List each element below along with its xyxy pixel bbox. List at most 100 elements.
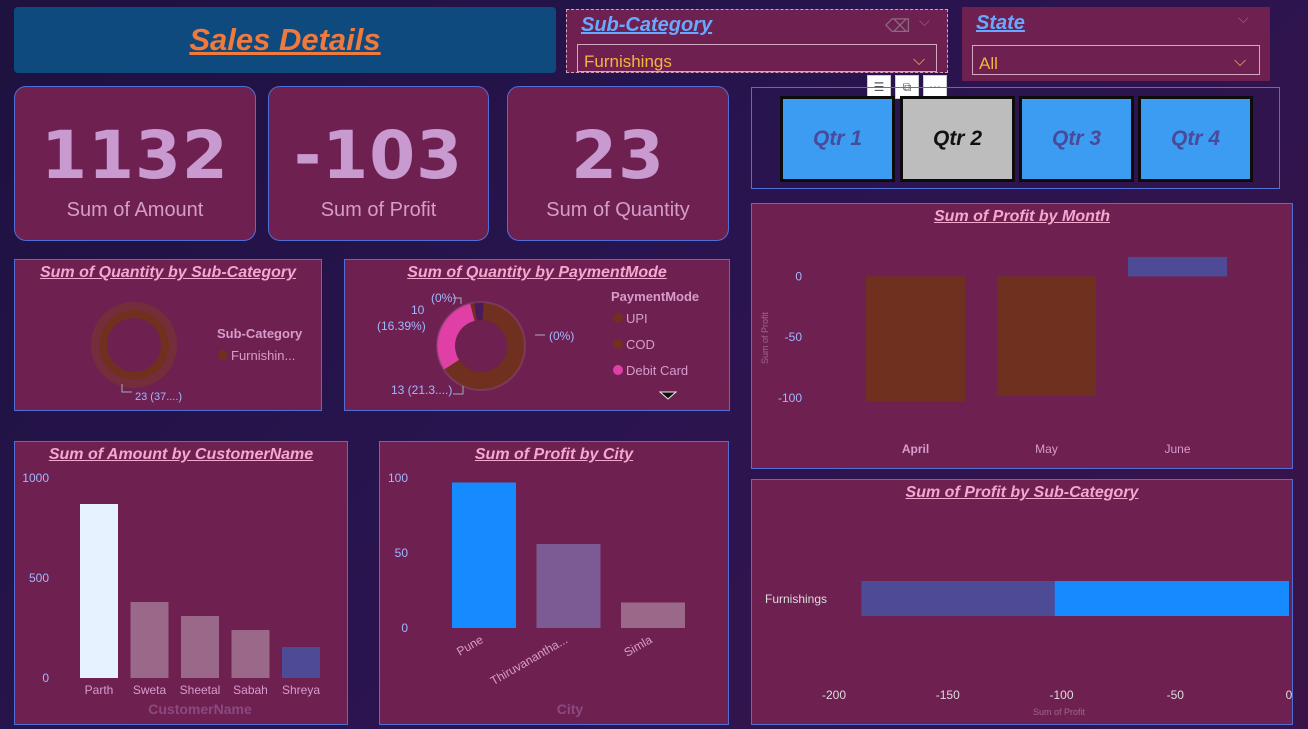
data-label-leader	[121, 384, 132, 393]
y-tick-label: 100	[388, 471, 408, 485]
x-tick-label: Sheetal	[180, 683, 221, 697]
subcategory-selected-value: Furnishings	[584, 52, 672, 71]
x-tick-label: -150	[936, 688, 960, 702]
x-tick-label: April	[902, 442, 929, 456]
chart-title: Sum of Profit by Sub-Category	[905, 484, 1139, 501]
legend-marker	[613, 313, 623, 323]
bar	[997, 276, 1096, 396]
y-tick-label: 50	[395, 546, 409, 560]
subcategory-slicer-title: Sub-Category	[581, 14, 713, 36]
data-label-leader	[453, 297, 462, 304]
quarter-button-4[interactable]: Qtr 4	[1138, 96, 1253, 182]
x-tick-label: Sabah	[233, 683, 268, 697]
donut-slice	[99, 310, 169, 380]
chart-canvas: 0 -50 -100 April May June Sum of Profit	[760, 256, 1227, 456]
y-tick-label: 1000	[22, 471, 49, 485]
donut-slice-debit-card	[437, 303, 476, 370]
subcategory-slicer[interactable]: Sub-Category ⌫ ⌵ Furnishings ⌵	[566, 9, 948, 73]
kpi-value: 23	[571, 117, 665, 194]
chart-canvas: (0%) 13 (21.3....) 10 (16.39%) (0%) PaymentMo…	[377, 289, 699, 400]
kpi-card-profit: -103 Sum of Profit	[268, 86, 489, 241]
report-title-banner: Sales Details	[14, 7, 556, 73]
chevron-down-icon[interactable]: ⌵	[919, 14, 930, 30]
bar	[80, 504, 118, 678]
state-slicer[interactable]: State ⌵ All ⌵	[962, 7, 1270, 81]
x-tick-label: -50	[1167, 688, 1185, 702]
y-tick-label: -50	[785, 330, 803, 344]
bar	[130, 602, 169, 678]
subcategory-dropdown[interactable]: Furnishings	[577, 44, 937, 72]
data-label: (16.39%)	[377, 319, 426, 333]
legend-scroll-down-icon	[658, 391, 678, 400]
x-tick-label: Sweta	[133, 683, 167, 697]
bar	[621, 602, 685, 628]
chart-title: Sum of Profit by City	[474, 446, 634, 463]
x-tick-label: Thiruvanantha...	[488, 632, 570, 687]
chart-title: Sum of Quantity by Sub-Category	[39, 264, 296, 281]
chart-title: Sum of Amount by CustomerName	[48, 446, 314, 463]
kpi-card-quantity: 23 Sum of Quantity	[507, 86, 729, 241]
y-tick-label: Furnishings	[765, 592, 827, 606]
data-label: (0%)	[431, 291, 456, 305]
quarter-button-2[interactable]: Qtr 2	[900, 96, 1015, 182]
donut-halo	[91, 302, 177, 388]
dropdown-chevron-icon[interactable]: ⌵	[913, 50, 926, 69]
bar	[1128, 256, 1227, 277]
y-tick-label: 0	[42, 671, 49, 685]
y-tick-label: 0	[401, 621, 408, 635]
chart-profit-by-subcategory: Sum of Profit by Sub-Category Furnishing…	[751, 479, 1293, 725]
x-axis-title: City	[557, 701, 584, 717]
legend-marker	[218, 350, 228, 360]
kpi-label: Sum of Amount	[66, 199, 204, 221]
data-label-leader	[453, 386, 464, 395]
kpi-value: 1132	[41, 117, 229, 194]
x-tick-label: Shreya	[282, 683, 320, 697]
y-tick-label: 0	[795, 269, 802, 283]
state-selected-value: All	[979, 54, 998, 73]
x-tick-label: 0	[1286, 688, 1292, 702]
data-label: 23 (37....)	[135, 391, 182, 403]
x-tick-label: -100	[1049, 688, 1073, 702]
x-tick-label: May	[1035, 442, 1058, 456]
bar	[181, 616, 219, 678]
x-tick-label: June	[1164, 442, 1190, 456]
state-slicer-title: State	[976, 12, 1025, 34]
bar	[866, 276, 965, 402]
quarter-button-3[interactable]: Qtr 3	[1019, 96, 1134, 182]
eraser-icon[interactable]: ⌫	[885, 16, 911, 37]
kpi-label: Sum of Quantity	[546, 199, 690, 221]
legend-item: COD	[626, 337, 655, 352]
quarter-button-1[interactable]: Qtr 1	[780, 96, 895, 182]
chart-amount-by-customer: Sum of Amount by CustomerName 0 500 1000 Pa…	[14, 441, 348, 725]
bar-segment	[861, 581, 1055, 616]
dropdown-chevron-icon[interactable]: ⌵	[1234, 51, 1247, 70]
chevron-down-icon[interactable]: ⌵	[1238, 11, 1249, 27]
chart-canvas: Furnishings -200 -150 -100 -50 0 Sum of Profit	[765, 581, 1292, 717]
data-label: 13 (21.3....)	[391, 383, 452, 397]
kpi-label: Sum of Profit	[320, 199, 437, 221]
report-title: Sales Details	[189, 22, 381, 57]
y-tick-label: 500	[29, 571, 49, 585]
donut-outline	[436, 301, 526, 391]
legend-item: Furnishin...	[231, 348, 295, 363]
quarter-slicer: Qtr 1 Qtr 2 Qtr 3 Qtr 4	[751, 87, 1280, 189]
bar	[452, 482, 516, 628]
x-axis-title: CustomerName	[148, 701, 252, 717]
chart-qty-by-subcategory: Sum of Quantity by Sub-Category 23 (37..…	[14, 259, 322, 411]
chart-profit-by-city: Sum of Profit by City 0 50 100 Pune Thiruvan…	[379, 441, 729, 725]
chart-canvas: 0 500 1000 Parth Sweta Sheetal Sabah Shreya Cust…	[22, 471, 320, 717]
chart-title: Sum of Quantity by PaymentMode	[407, 264, 667, 281]
bar	[536, 544, 601, 628]
y-tick-label: -100	[778, 391, 802, 405]
data-label: 10	[411, 303, 425, 317]
legend-title: Sub-Category	[217, 326, 303, 341]
data-label: (0%)	[549, 329, 574, 343]
state-dropdown[interactable]: All	[972, 45, 1260, 75]
bar	[282, 647, 320, 678]
chart-title: Sum of Profit by Month	[934, 208, 1110, 225]
x-tick-label: -200	[822, 688, 846, 702]
chart-profit-by-month: Sum of Profit by Month 0 -50 -100 April May J…	[751, 203, 1293, 469]
legend-item: Debit Card	[626, 363, 688, 378]
x-tick-label: Simla	[622, 632, 655, 659]
kpi-value: -103	[293, 117, 464, 194]
